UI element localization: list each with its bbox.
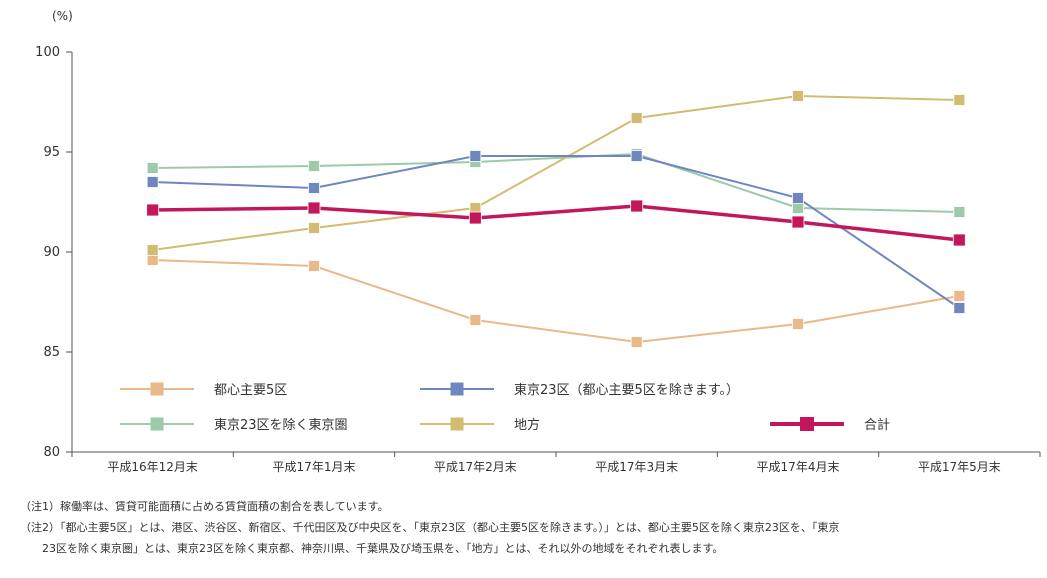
- data-point: [792, 192, 804, 204]
- x-tick-label: 平成16年12月末: [107, 460, 198, 474]
- data-point: [792, 90, 804, 102]
- legend-item-0: 都心主要5区: [120, 382, 287, 398]
- legend-marker: [450, 417, 464, 431]
- data-point: [146, 203, 160, 217]
- footnote-2-line-2: 23区を除く東京圏」とは、東京23区を除く東京都、神奈川県、千葉県及び埼玉県を、…: [42, 542, 724, 555]
- footnotes: （注1）稼働率は、賃貸可能面積に占める賃貸面積の割合を表しています。 （注2）「…: [20, 496, 1040, 559]
- data-point: [630, 150, 643, 162]
- data-point: [308, 160, 320, 172]
- y-tick-label: 100: [35, 45, 60, 60]
- series-3: [146, 90, 966, 256]
- axes: 80 85 90 95 100 平成16年12月末 平成17年1月末 平成17年2月末 平成17…: [35, 45, 1041, 474]
- series-line: [152, 155, 960, 309]
- footnote-1: （注1）稼働率は、賃貸可能面積に占める賃貸面積の割合を表しています。: [20, 500, 389, 513]
- legend-marker: [450, 382, 464, 396]
- data-point: [953, 302, 966, 314]
- series-line: [152, 259, 960, 344]
- data-point: [792, 202, 804, 214]
- y-tick-label: 90: [43, 245, 60, 260]
- line-chart: (%) 80 85 90 95 100 平成16年12月末 平成17年1月末 平成17年2月末…: [35, 9, 1041, 474]
- data-point: [308, 222, 320, 234]
- series-line: [152, 152, 960, 213]
- x-tick-label: 平成17年2月末: [434, 460, 517, 474]
- data-point: [953, 94, 966, 106]
- data-point: [630, 336, 643, 348]
- data-point: [146, 162, 159, 174]
- legend-label: 地方: [514, 417, 540, 433]
- legend-marker: [150, 417, 164, 431]
- data-point: [146, 244, 159, 256]
- series-line: [152, 94, 960, 251]
- footnote-2-line-1: （注2）「都心主要5区」とは、港区、渋谷区、新宿区、千代田区及び中央区を、「東京…: [20, 521, 840, 534]
- legend: 都心主要5区 東京23区（都心主要5区を除きます。） 東京23区を除く東京圏 地方 合計: [120, 382, 890, 433]
- legend-label: 東京23区（都心主要5区を除きます。）: [514, 382, 739, 398]
- legend-item-2: 東京23区を除く東京圏: [120, 417, 348, 433]
- legend-label: 都心主要5区: [214, 383, 287, 398]
- data-point: [630, 112, 643, 124]
- y-unit-label: (%): [52, 9, 73, 23]
- legend-marker: [800, 417, 814, 431]
- y-tick-label: 80: [43, 445, 60, 460]
- series-4: [146, 199, 966, 247]
- data-point: [308, 260, 320, 272]
- y-tick-label: 95: [43, 145, 60, 160]
- data-point: [952, 233, 966, 247]
- legend-item-4: 合計: [770, 417, 890, 433]
- data-point: [469, 150, 482, 162]
- legend-item-1: 東京23区（都心主要5区を除きます。）: [420, 382, 739, 398]
- series-1: [146, 150, 966, 314]
- data-point: [792, 318, 804, 330]
- x-tick-label: 平成17年3月末: [595, 460, 678, 474]
- legend-label: 合計: [864, 417, 890, 433]
- data-point: [953, 290, 966, 302]
- x-tick-label: 平成17年1月末: [273, 460, 356, 474]
- data-point: [791, 215, 805, 229]
- series-layer: [146, 90, 966, 348]
- y-tick-label: 85: [43, 345, 60, 360]
- data-point: [146, 176, 159, 188]
- data-point: [468, 211, 482, 225]
- data-point: [953, 206, 966, 218]
- x-tick-label: 平成17年5月末: [918, 460, 1001, 474]
- series-line: [152, 204, 960, 242]
- x-tick-label: 平成17年4月末: [757, 460, 840, 474]
- legend-label: 東京23区を除く東京圏: [214, 417, 348, 433]
- data-point: [630, 199, 644, 213]
- legend-marker: [150, 382, 164, 396]
- data-point: [307, 201, 321, 215]
- legend-item-3: 地方: [420, 417, 540, 433]
- data-point: [469, 314, 482, 326]
- data-point: [146, 254, 159, 266]
- data-point: [308, 182, 320, 194]
- series-0: [146, 254, 966, 348]
